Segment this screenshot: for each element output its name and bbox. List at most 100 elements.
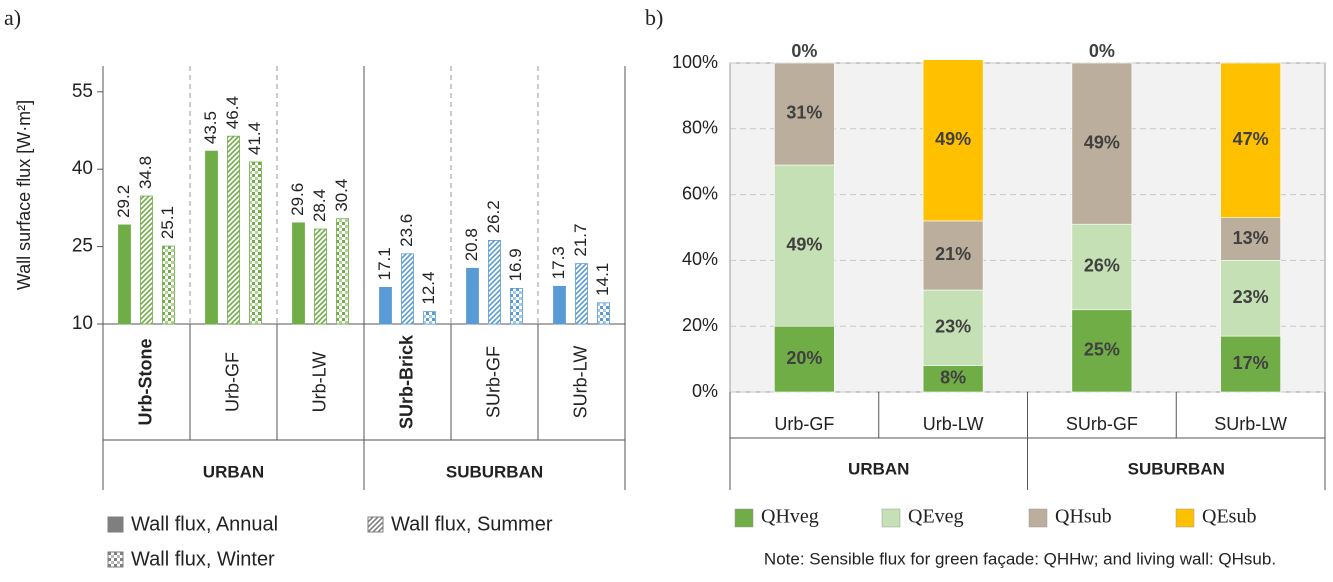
panel-label: b) — [645, 5, 663, 30]
legend-swatch — [107, 516, 124, 533]
value-label: 46.4 — [223, 96, 242, 129]
value-label: 31% — [786, 103, 822, 123]
bar — [553, 285, 566, 325]
bar-segment — [774, 62, 835, 166]
y-tick-label: 25 — [72, 236, 93, 257]
y-tick-label: 20% — [682, 315, 718, 335]
bar — [401, 253, 414, 325]
y-tick-label: 100% — [672, 52, 718, 72]
value-label: 49% — [935, 129, 971, 149]
bar-segment — [922, 59, 984, 222]
panel-label: a) — [4, 5, 21, 30]
value-label: 17% — [1233, 353, 1269, 373]
bar-segment — [922, 289, 984, 366]
y-axis-label: Wall surface flux [W·m²] — [14, 100, 34, 290]
group-label: SUBURBAN — [446, 462, 543, 481]
value-label: 17.1 — [375, 247, 394, 280]
value-label: 21% — [935, 244, 971, 264]
group-label: SUBURBAN — [1128, 459, 1225, 478]
bar-segment — [774, 325, 835, 393]
bar-segment — [922, 220, 984, 291]
legend-swatch — [734, 508, 754, 528]
bar — [466, 267, 479, 325]
legend-swatch — [1028, 508, 1048, 528]
value-label: 29.6 — [288, 183, 307, 216]
legend-swatch — [881, 508, 901, 528]
bar-segment — [1220, 260, 1281, 337]
legend-label: Wall flux, Annual — [131, 513, 278, 535]
y-tick-label: 40 — [72, 158, 93, 179]
legend-label: QEveg — [908, 506, 964, 528]
value-label: 20.8 — [462, 228, 481, 261]
value-label: 0% — [1089, 41, 1115, 61]
value-label: 13% — [1233, 228, 1269, 248]
value-label: 49% — [786, 234, 822, 254]
value-label: 41.4 — [245, 122, 264, 155]
value-label: 43.5 — [201, 111, 220, 144]
bar-segment — [1220, 335, 1281, 393]
bar-segment — [1071, 62, 1133, 225]
legend-swatch — [367, 516, 384, 533]
value-label: 12.4 — [419, 272, 438, 305]
x-tick-label: SUrb-GF — [1066, 414, 1138, 434]
bar — [379, 286, 392, 325]
y-tick-label: 0% — [692, 381, 718, 401]
x-tick-label: SUrb-Brick — [396, 334, 416, 429]
value-label: 8% — [940, 368, 966, 388]
legend-label: QHsub — [1055, 506, 1112, 528]
bar-segment — [1071, 309, 1133, 393]
value-label: 34.8 — [136, 156, 155, 189]
bar — [314, 228, 327, 325]
bar-segment — [922, 365, 984, 393]
y-tick-label: 10 — [72, 313, 93, 334]
bar — [205, 150, 218, 325]
bar — [423, 311, 436, 325]
value-label: 14.1 — [593, 263, 612, 296]
value-label: 26.2 — [484, 200, 503, 233]
group-label: URBAN — [848, 459, 909, 478]
bar — [249, 161, 262, 325]
x-tick-label: Urb-LW — [309, 352, 329, 413]
value-label: 23% — [1233, 287, 1269, 307]
note: Note: Sensible flux for green façade: QH… — [764, 549, 1276, 568]
bar-segment — [1220, 217, 1281, 261]
bar — [575, 263, 588, 325]
bar-segment — [1220, 62, 1281, 218]
value-label: 16.9 — [506, 248, 525, 281]
x-tick-label: SUrb-GF — [483, 346, 503, 418]
x-tick-label: SUrb-LW — [570, 346, 590, 419]
bar — [227, 135, 240, 325]
value-label: 21.7 — [571, 224, 590, 257]
bar — [162, 245, 175, 325]
value-label: 25.1 — [158, 206, 177, 239]
value-label: 25% — [1084, 340, 1120, 360]
legend-label: QEsub — [1202, 506, 1256, 528]
value-label: 17.3 — [549, 246, 568, 279]
bar — [597, 302, 610, 325]
value-label: 49% — [1084, 132, 1120, 152]
bar-segment — [1071, 223, 1133, 311]
x-tick-label: Urb-GF — [774, 414, 834, 434]
y-tick-label: 60% — [682, 183, 718, 203]
value-label: 29.2 — [114, 185, 133, 218]
group-label: URBAN — [203, 462, 264, 481]
bar — [510, 287, 523, 325]
bar — [140, 195, 153, 325]
value-label: 30.4 — [332, 179, 351, 212]
x-tick-label: Urb-GF — [222, 352, 242, 412]
value-label: 23.6 — [397, 214, 416, 247]
x-tick-label: SUrb-LW — [1214, 414, 1287, 434]
bar — [488, 240, 501, 325]
bar — [292, 222, 305, 325]
legend-label: Wall flux, Winter — [131, 548, 275, 570]
value-label: 20% — [786, 348, 822, 368]
y-tick-label: 55 — [72, 81, 93, 102]
y-tick-label: 80% — [682, 118, 718, 138]
legend-swatch — [107, 551, 124, 568]
value-label: 0% — [791, 41, 817, 61]
bar-segment — [774, 164, 835, 327]
x-tick-label: Urb-Stone — [135, 339, 155, 426]
y-tick-label: 40% — [682, 249, 718, 269]
